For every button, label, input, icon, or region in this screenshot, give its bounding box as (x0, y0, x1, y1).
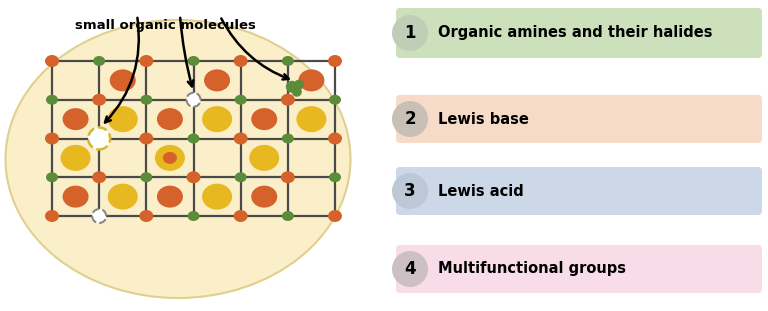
Ellipse shape (233, 132, 247, 145)
Ellipse shape (92, 171, 106, 183)
Text: small organic molecules: small organic molecules (74, 19, 256, 32)
Ellipse shape (92, 94, 106, 106)
Ellipse shape (45, 210, 59, 222)
Ellipse shape (233, 210, 247, 222)
Ellipse shape (62, 108, 88, 130)
Text: Multifunctional groups: Multifunctional groups (438, 262, 626, 276)
Ellipse shape (281, 171, 295, 183)
Ellipse shape (139, 210, 154, 222)
Circle shape (392, 15, 428, 51)
Ellipse shape (93, 56, 105, 66)
Circle shape (392, 173, 428, 209)
Circle shape (292, 87, 302, 97)
Text: 3: 3 (404, 182, 415, 200)
Ellipse shape (251, 108, 277, 130)
Ellipse shape (187, 171, 200, 183)
Ellipse shape (141, 95, 152, 105)
Ellipse shape (163, 152, 177, 164)
Ellipse shape (5, 20, 350, 298)
Ellipse shape (282, 56, 294, 66)
Ellipse shape (251, 186, 277, 208)
Ellipse shape (157, 108, 183, 130)
FancyBboxPatch shape (396, 167, 762, 215)
Circle shape (392, 101, 428, 137)
Ellipse shape (141, 172, 152, 182)
Circle shape (92, 209, 106, 223)
Text: 2: 2 (404, 110, 415, 128)
FancyBboxPatch shape (396, 8, 762, 58)
Ellipse shape (187, 56, 200, 66)
Ellipse shape (299, 69, 324, 91)
FancyBboxPatch shape (396, 95, 762, 143)
Ellipse shape (329, 172, 341, 182)
Ellipse shape (108, 106, 137, 132)
FancyBboxPatch shape (396, 245, 762, 293)
Ellipse shape (155, 145, 185, 171)
Ellipse shape (61, 145, 91, 171)
Ellipse shape (250, 145, 280, 171)
Text: Lewis acid: Lewis acid (438, 183, 524, 198)
Text: Organic amines and their halides: Organic amines and their halides (438, 26, 713, 40)
Ellipse shape (93, 211, 105, 221)
Ellipse shape (139, 132, 154, 145)
Ellipse shape (202, 106, 232, 132)
Circle shape (88, 128, 110, 150)
Circle shape (286, 81, 298, 93)
Circle shape (294, 80, 304, 90)
Ellipse shape (235, 95, 247, 105)
Ellipse shape (187, 133, 200, 143)
Ellipse shape (45, 132, 59, 145)
Ellipse shape (45, 55, 59, 67)
Ellipse shape (296, 106, 326, 132)
Ellipse shape (93, 133, 105, 143)
Ellipse shape (108, 183, 137, 210)
Ellipse shape (62, 186, 88, 208)
Ellipse shape (235, 172, 247, 182)
Circle shape (187, 93, 200, 107)
Ellipse shape (157, 186, 183, 208)
Ellipse shape (282, 133, 294, 143)
Ellipse shape (281, 94, 295, 106)
Ellipse shape (46, 95, 58, 105)
Circle shape (392, 251, 428, 287)
Ellipse shape (329, 95, 341, 105)
Ellipse shape (46, 172, 58, 182)
Ellipse shape (110, 69, 136, 91)
Ellipse shape (328, 132, 342, 145)
Ellipse shape (202, 183, 232, 210)
Ellipse shape (282, 211, 294, 221)
Text: Lewis base: Lewis base (438, 112, 529, 127)
Ellipse shape (139, 55, 154, 67)
Ellipse shape (204, 69, 230, 91)
Ellipse shape (328, 55, 342, 67)
Ellipse shape (233, 55, 247, 67)
Ellipse shape (187, 94, 200, 106)
Text: 1: 1 (404, 24, 415, 42)
Ellipse shape (187, 211, 200, 221)
Text: 4: 4 (404, 260, 415, 278)
Ellipse shape (328, 210, 342, 222)
